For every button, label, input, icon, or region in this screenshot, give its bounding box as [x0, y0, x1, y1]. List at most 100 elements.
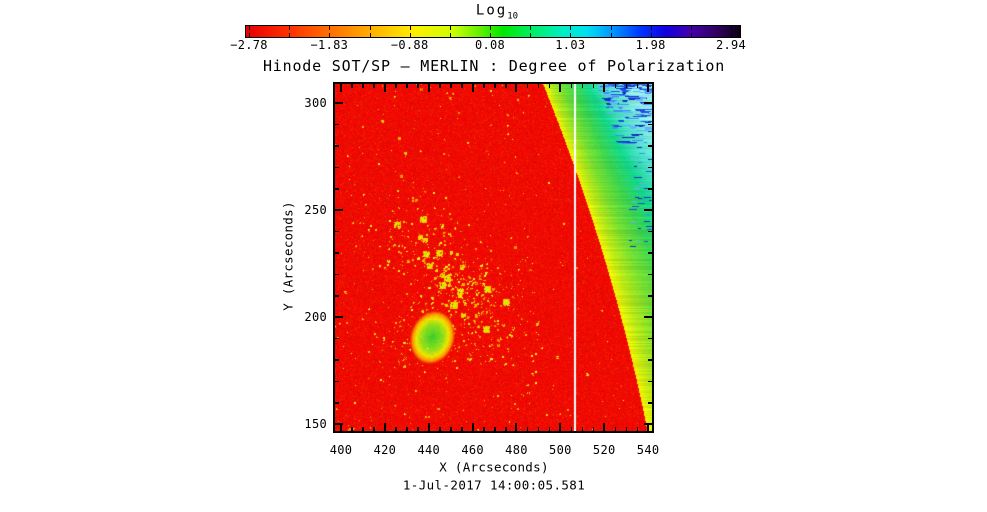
- axis-tick: [335, 359, 339, 361]
- colorbar-tick-label: 0.08: [474, 38, 506, 52]
- axis-tick: [647, 84, 650, 92]
- axis-tick: [648, 230, 652, 233]
- axis-tick: [427, 84, 430, 92]
- axis-tick: [471, 423, 474, 431]
- axis-tick: [383, 84, 386, 92]
- axis-tick: [427, 423, 430, 431]
- axis-tick: [494, 84, 496, 88]
- axis-tick: [614, 84, 617, 88]
- axis-tick: [406, 84, 408, 88]
- axis-tick: [610, 33, 612, 37]
- x-tick-label: 520: [592, 443, 616, 457]
- axis-tick: [648, 273, 652, 276]
- axis-tick: [625, 427, 628, 431]
- axis-tick: [351, 84, 353, 88]
- axis-tick: [570, 33, 572, 37]
- axis-tick: [505, 84, 507, 88]
- axis-tick: [409, 26, 411, 30]
- axis-tick: [537, 427, 540, 431]
- axis-tick: [614, 427, 617, 431]
- axis-tick: [490, 33, 491, 37]
- colorbar-tick-label: 1.03: [555, 38, 586, 52]
- x-tick-label: 400: [329, 443, 353, 457]
- axis-tick: [335, 188, 339, 190]
- axis-tick: [490, 26, 491, 30]
- axis-tick: [289, 26, 291, 30]
- axis-tick: [610, 26, 612, 30]
- axis-tick: [648, 359, 652, 361]
- axis-tick: [417, 427, 419, 431]
- axis-tick: [406, 427, 408, 431]
- axis-tick: [395, 427, 397, 431]
- axis-tick: [648, 188, 652, 190]
- axis-tick: [644, 209, 652, 212]
- x-tick-label: 540: [636, 443, 660, 457]
- axis-tick: [383, 423, 386, 431]
- axis-tick: [644, 423, 652, 425]
- colorbar-tick-label: −2.78: [230, 38, 268, 52]
- x-tick-label: 460: [461, 443, 484, 457]
- axis-tick: [249, 26, 250, 30]
- axis-tick: [648, 380, 652, 383]
- axis-tick: [515, 84, 518, 92]
- colorbar-tick-label: −0.88: [390, 38, 429, 52]
- axis-tick: [648, 123, 652, 126]
- colorbar-gradient: [245, 25, 741, 38]
- axis-tick: [369, 33, 371, 37]
- x-tick-label: 440: [417, 443, 441, 457]
- axis-tick: [648, 295, 652, 297]
- axis-tick: [439, 84, 441, 88]
- y-tick-label: 200: [304, 310, 327, 324]
- axis-tick: [505, 427, 507, 431]
- polarization-map: [333, 82, 654, 433]
- axis-tick: [335, 316, 343, 318]
- axis-tick: [636, 84, 639, 88]
- colorbar-tick-label: −1.83: [310, 38, 349, 52]
- axis-tick: [526, 84, 529, 88]
- axis-tick: [249, 33, 250, 37]
- axis-tick: [335, 123, 339, 126]
- plot-title: Hinode SOT/SP — MERLIN : Degree of Polar…: [262, 57, 726, 75]
- axis-tick: [526, 427, 529, 431]
- axis-tick: [335, 209, 343, 212]
- axis-tick: [731, 26, 732, 30]
- axis-tick: [450, 84, 452, 88]
- axis-tick: [450, 427, 452, 431]
- axis-tick: [648, 402, 652, 404]
- colorbar-title-subscript: 10: [507, 11, 519, 22]
- axis-tick: [335, 252, 339, 254]
- axis-tick: [335, 145, 339, 147]
- axis-tick: [592, 427, 595, 431]
- axis-tick: [731, 33, 732, 37]
- axis-tick: [395, 84, 397, 88]
- axis-tick: [335, 423, 343, 425]
- axis-tick: [335, 402, 339, 404]
- axis-tick: [581, 84, 584, 88]
- colorbar-title-text: Log: [475, 2, 508, 19]
- axis-tick: [644, 316, 652, 318]
- axis-tick: [690, 26, 692, 30]
- axis-tick: [644, 102, 652, 105]
- axis-tick: [648, 166, 652, 169]
- axis-tick: [335, 337, 339, 340]
- axis-tick: [340, 423, 342, 431]
- axis-tick: [603, 84, 606, 92]
- colorbar-tick-label: 2.94: [715, 38, 747, 52]
- axis-tick: [351, 427, 353, 431]
- axis-tick: [483, 84, 485, 88]
- axis-tick: [340, 84, 342, 92]
- axis-tick: [362, 84, 364, 88]
- axis-tick: [362, 427, 364, 431]
- axis-tick: [650, 26, 652, 30]
- axis-tick: [570, 427, 573, 431]
- axis-tick: [373, 427, 375, 431]
- axis-tick: [559, 84, 562, 92]
- y-tick-label: 300: [304, 96, 327, 111]
- axis-tick: [471, 84, 474, 92]
- axis-tick: [530, 26, 532, 30]
- axis-tick: [461, 84, 463, 88]
- x-tick-label: 500: [549, 443, 572, 457]
- colorbar-title: Log10: [476, 3, 518, 22]
- axis-tick: [335, 166, 339, 169]
- axis-tick: [329, 33, 331, 37]
